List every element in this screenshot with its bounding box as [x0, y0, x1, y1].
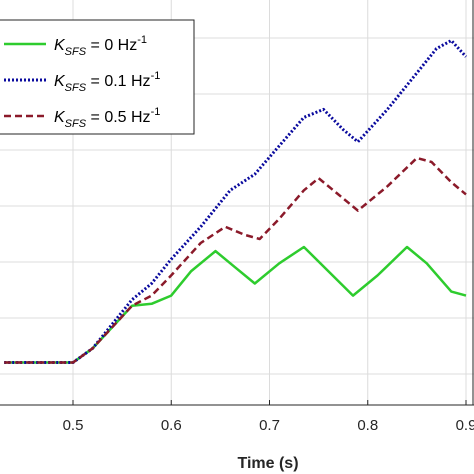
series-line-1: [4, 39, 468, 364]
series-line-0: [4, 245, 467, 364]
series-lines: [4, 39, 468, 364]
x-axis-label: Time (s): [237, 455, 298, 472]
x-tick-label: 0.6: [161, 417, 182, 434]
legend-label-1: KSFS = 0.1 Hz-1: [54, 70, 160, 94]
axes: [0, 0, 474, 406]
legend: KSFS = 0 Hz-1 KSFS = 0.1 Hz-1 KSFS = 0.5 H…: [0, 19, 195, 135]
series-line-2: [4, 156, 467, 364]
x-tick-label: 0.7: [259, 417, 280, 434]
x-tick-label: 0.8: [357, 417, 378, 434]
x-tick-label: 0.5: [63, 417, 84, 434]
grid: [0, 0, 474, 405]
legend-label-0: KSFS = 0 Hz-1: [54, 34, 147, 58]
x-tick-labels: 0.5 0.6 0.7 0.8 0.9: [63, 417, 474, 434]
legend-label-2: KSFS = 0.5 Hz-1: [54, 106, 160, 130]
x-tick-label: 0.9: [456, 417, 474, 434]
